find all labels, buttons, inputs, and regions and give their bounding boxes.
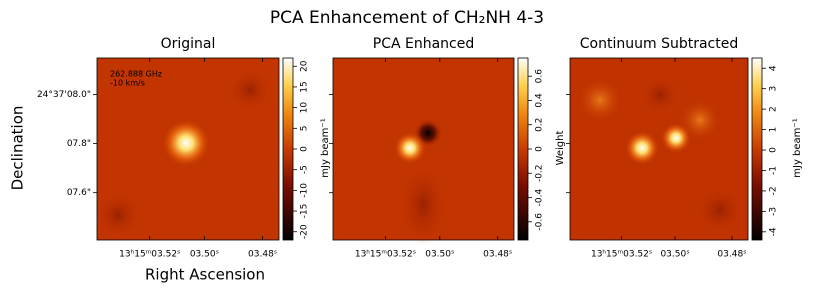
colorbar-tick-label: -5 (300, 165, 310, 174)
x-axis-label: Right Ascension (145, 266, 265, 284)
x-tick-label: 03.50ˢ (425, 250, 454, 260)
panel-title: Continuum Subtracted (580, 36, 738, 52)
y-axis-label: Declination (9, 106, 27, 191)
colorbar-tick-label: 4 (769, 65, 779, 71)
y-tick-label: 24°37'08.0" (37, 90, 91, 100)
colorbar-tick-label: 10 (300, 102, 310, 114)
colorbar (517, 57, 529, 241)
colorbar-tick-label: -2 (769, 186, 779, 195)
y-tick-label: 07.6" (67, 188, 91, 198)
colorbar-tick-label: -0.2 (535, 164, 545, 182)
colorbar-tick-label: 0 (535, 146, 545, 152)
colorbar-tick-label: -1 (769, 166, 779, 175)
panel-title: PCA Enhanced (373, 36, 475, 52)
x-tick-label: 03.48ˢ (248, 250, 277, 260)
colorbar-label: Weight (555, 131, 566, 166)
colorbar-label: mJy beam⁻¹ (320, 118, 331, 177)
annotation: -10 km/s (110, 79, 145, 88)
colorbar-tick-label: -15 (300, 204, 310, 219)
colorbar-tick-label: 2 (769, 106, 779, 112)
colorbar-tick-label: 3 (769, 86, 779, 92)
figure-title: PCA Enhancement of CH₂NH 4-3 (270, 8, 544, 28)
images (96, 58, 748, 245)
x-tick-label: 03.48ˢ (483, 250, 512, 260)
colorbar-tick-label: -4 (769, 227, 779, 236)
x-tick-label: 03.50ˢ (190, 250, 219, 260)
colorbar-tick-label: -0.4 (535, 188, 545, 206)
annotation: 262.888 GHz (110, 70, 162, 79)
colorbar-tick-label: 0 (300, 146, 310, 152)
y-tick-label: 07.8" (67, 139, 91, 149)
panel-frame (96, 57, 280, 241)
colorbar (282, 57, 294, 241)
colorbar (751, 57, 763, 241)
colorbar-tick-label: 0.2 (535, 118, 545, 132)
panel-frame (569, 57, 749, 241)
x-tick-label: 03.50ˢ (660, 250, 689, 260)
colorbar-tick-label: -20 (300, 224, 310, 239)
colorbar-tick-label: 15 (300, 81, 310, 92)
x-tick-label: 13ʰ15ᵐ03.52ˢ (591, 250, 652, 260)
panel-frame (332, 57, 515, 241)
colorbar-tick-label: -0.6 (535, 213, 545, 231)
x-tick-label: 13ʰ15ᵐ03.52ˢ (355, 250, 416, 260)
colorbar-tick-label: 0.4 (535, 93, 545, 108)
colorbar-tick-label: -10 (300, 183, 310, 198)
colorbar-tick-label: 0.6 (535, 69, 545, 84)
colorbar-tick-label: 20 (300, 60, 310, 72)
colorbar-tick-label: 1 (769, 127, 779, 133)
colorbar-label: mJy beam⁻¹ (792, 118, 803, 177)
x-tick-label: 03.48ˢ (717, 250, 746, 260)
colorbar-tick-label: 5 (300, 125, 310, 131)
colorbar-tick-label: -3 (769, 207, 779, 216)
x-tick-label: 13ʰ15ᵐ03.52ˢ (119, 250, 180, 260)
colorbar-tick-label: 0 (769, 147, 779, 153)
panel-title: Original (161, 36, 216, 52)
